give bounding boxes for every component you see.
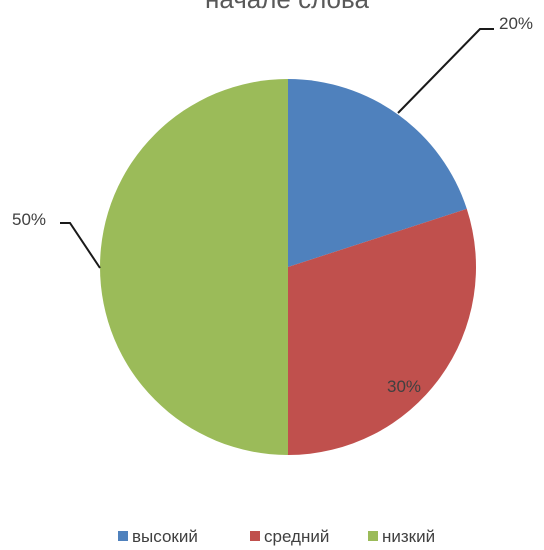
legend-item-high: высокий <box>118 527 198 546</box>
leader-line-high <box>397 28 494 114</box>
legend-label-low: низкий <box>382 527 435 546</box>
legend-swatch-high <box>118 531 128 541</box>
data-label-high: 20% <box>499 14 533 33</box>
data-label-low: 50% <box>12 210 46 229</box>
leader-line-low <box>60 222 101 269</box>
legend-swatch-low <box>368 531 378 541</box>
slice-medium <box>288 208 477 455</box>
chart-title: началe слова <box>205 0 370 14</box>
legend-item-medium: средний <box>250 527 329 546</box>
slice-high <box>288 79 467 267</box>
legend-swatch-medium <box>250 531 260 541</box>
data-label-medium: 30% <box>387 377 421 396</box>
legend-item-low: низкий <box>368 527 435 546</box>
legend-label-high: высокий <box>132 527 198 546</box>
slice-low <box>100 79 288 455</box>
pie-slices <box>100 79 477 455</box>
legend-label-medium: средний <box>264 527 329 546</box>
legend: высокий средний низкий <box>118 527 435 546</box>
